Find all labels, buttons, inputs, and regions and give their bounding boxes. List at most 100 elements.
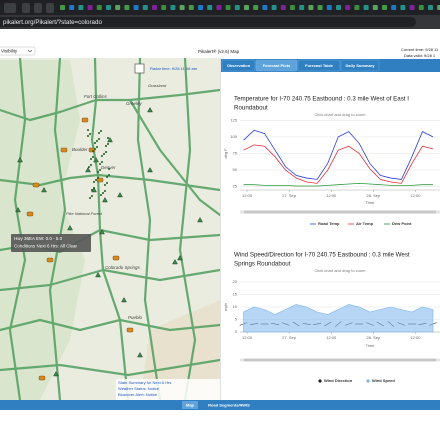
station-icon <box>41 187 47 193</box>
tab-icon <box>299 5 305 10</box>
y-tick-label: 0 <box>235 329 238 334</box>
legend-swatch <box>366 379 370 383</box>
x-axis-label: Time <box>366 343 376 348</box>
footer-tabs: Map Road Segments/RWIS <box>182 401 258 409</box>
station-icon <box>17 157 23 163</box>
chart-title: Springs Roundabout <box>234 261 291 268</box>
tab-icon <box>170 5 176 10</box>
url-field[interactable] <box>0 17 416 27</box>
tab-icon <box>382 5 387 10</box>
summary-link[interactable]: Blowover Alert: Notice <box>118 392 158 397</box>
tab-icon <box>225 5 231 10</box>
tab-icon <box>308 5 314 10</box>
tab-icon <box>418 5 424 10</box>
url: pikalert.org/Pikalert/?state=colorado <box>3 19 102 26</box>
tab-icon <box>96 5 102 10</box>
scrollbar-thumb[interactable] <box>244 210 436 214</box>
tab[interactable] <box>221 59 256 72</box>
station-dot <box>87 135 89 137</box>
y-tick-label: 50 <box>233 167 238 172</box>
station-dot <box>88 166 90 168</box>
tab-label: Daily Summary <box>346 63 376 68</box>
station-dot <box>91 195 93 197</box>
tab-icon <box>207 5 213 10</box>
place-label: Pike National Forest <box>66 211 103 216</box>
tab-icon <box>437 5 440 10</box>
footer-tab[interactable] <box>182 401 198 409</box>
x-tick-label: 28. Sep <box>366 335 381 340</box>
chart-title: Temperature for I-70 240.75 Eastbound : … <box>234 96 409 103</box>
station-dot <box>102 192 104 194</box>
station-dot <box>104 184 106 186</box>
legend-label[interactable]: Road Temp <box>318 221 340 226</box>
y-tick-label: 5 <box>235 317 238 322</box>
tab-icon <box>271 5 277 10</box>
station-icon <box>172 259 178 265</box>
tab-icon <box>372 5 378 10</box>
data-valid: Data valid: 9/28 1 <box>404 53 436 58</box>
y-tick-label: 10 <box>233 304 238 309</box>
station-dot <box>99 169 101 171</box>
station-dot <box>96 146 98 148</box>
map[interactable]: Fort Collins Greeley Boulder Denver Colo… <box>0 58 220 400</box>
station-dot <box>104 190 106 192</box>
place-label: Grassland <box>148 83 167 88</box>
legend-label[interactable]: Air Temp <box>356 221 374 226</box>
station-icon <box>197 217 203 223</box>
series-line <box>243 129 434 180</box>
station-dot <box>108 168 110 170</box>
station-dot <box>93 181 95 183</box>
station-dot <box>106 176 108 178</box>
tab[interactable] <box>255 59 298 72</box>
radar-checkbox[interactable] <box>134 63 145 74</box>
series-line <box>243 182 433 187</box>
x-tick-label: 12:00 <box>410 335 421 340</box>
tab-icon <box>198 5 203 10</box>
station-dot <box>90 164 92 166</box>
station-dot <box>92 156 94 158</box>
dropdown-caret <box>27 49 33 53</box>
tab-icon <box>262 5 268 10</box>
y-axis-label: mph <box>223 303 228 311</box>
station-icon <box>147 167 153 173</box>
tab-icon <box>345 5 351 10</box>
tab[interactable] <box>340 59 380 72</box>
place-label: Fort Collins <box>84 94 108 99</box>
layer-select[interactable] <box>0 46 36 56</box>
series-area <box>243 304 434 333</box>
station-dot <box>108 174 110 176</box>
x-tick-label: 12:00 <box>326 193 337 198</box>
summary-link[interactable]: Weather Status: Notice <box>118 386 160 391</box>
legend-label[interactable]: Dew Point <box>392 221 412 226</box>
scrollbar-thumb[interactable] <box>244 358 436 362</box>
station-icon <box>107 137 113 143</box>
legend-label[interactable]: Wind Direction <box>324 378 353 383</box>
summary-link[interactable]: State Summary for Next 6 Hrs <box>118 380 171 385</box>
station-dot <box>94 148 96 150</box>
tab-icon <box>179 5 185 10</box>
chart-subtitle: Click chart and drag to zoom <box>315 268 367 273</box>
station-icon <box>177 255 183 261</box>
chart-title: Wind Speed/Direction for I-70 240.75 Eas… <box>234 252 410 259</box>
car-icon <box>38 375 46 381</box>
car-icon <box>32 182 40 188</box>
tab-icon <box>409 5 415 10</box>
station-dot <box>107 137 109 139</box>
footer-tab[interactable] <box>200 401 258 409</box>
car-icon <box>46 257 54 263</box>
place-label: Pueblo <box>128 315 143 320</box>
legend-label[interactable]: Wind Speed <box>372 378 395 383</box>
y-tick-label: 15 <box>233 292 238 297</box>
tab-icon <box>106 5 111 10</box>
x-tick-label: 12:00 <box>242 335 253 340</box>
footer-tab-label: Road Segments/RWIS <box>208 402 250 407</box>
x-tick-label: 28. Sep <box>366 193 381 198</box>
chart-title: Roundabout <box>234 105 268 112</box>
station-dot <box>91 189 93 191</box>
place-label: Greeley <box>126 101 143 106</box>
tab-icon <box>317 5 323 10</box>
panel-tabs: Observation Forecast Plots Forecast Table D… <box>221 59 380 72</box>
tab[interactable] <box>297 59 341 72</box>
tab-icon <box>234 5 240 10</box>
x-tick-label: 12:00 <box>326 335 337 340</box>
